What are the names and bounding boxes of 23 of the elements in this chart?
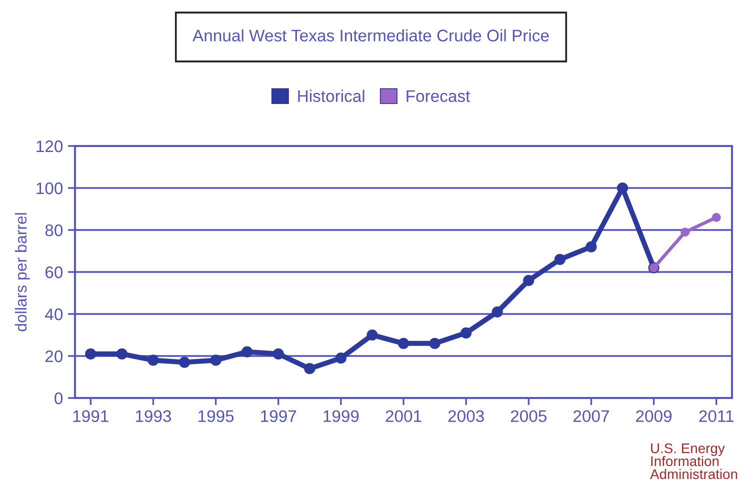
text: U.S. Energy Information Administration bbox=[650, 443, 738, 480]
y-tick-label: 120 bbox=[36, 140, 63, 152]
x-tick-label: 2003 bbox=[448, 410, 484, 422]
chart-title: Annual West Texas Intermediate Crude Oil Price bbox=[192, 29, 549, 42]
x-tick-label: 1991 bbox=[73, 410, 108, 422]
x-tick-label: 1997 bbox=[261, 410, 296, 422]
legend-label: Historical bbox=[298, 90, 364, 102]
x-tick-label: 2005 bbox=[510, 410, 546, 422]
y-tick-label: 0 bbox=[54, 392, 63, 404]
y-axis-title: dollars per barrel bbox=[14, 213, 30, 332]
y-tick-label: 80 bbox=[45, 224, 63, 236]
legend-label: Forecast bbox=[406, 90, 470, 102]
x-tick-label: 2001 bbox=[386, 410, 422, 422]
x-tick-label: 1995 bbox=[198, 410, 234, 422]
x-tick-label: 1993 bbox=[136, 410, 172, 422]
y-tick-label: 100 bbox=[36, 182, 63, 194]
y-tick-label: 40 bbox=[45, 308, 63, 320]
y-tick-label: 20 bbox=[45, 350, 63, 362]
x-tick-label: 2011 bbox=[699, 410, 734, 422]
x-tick-label: 1999 bbox=[324, 410, 359, 422]
x-tick-label: 2009 bbox=[636, 410, 672, 422]
y-tick-label: 60 bbox=[46, 266, 63, 278]
x-tick-label: 2007 bbox=[574, 410, 609, 422]
